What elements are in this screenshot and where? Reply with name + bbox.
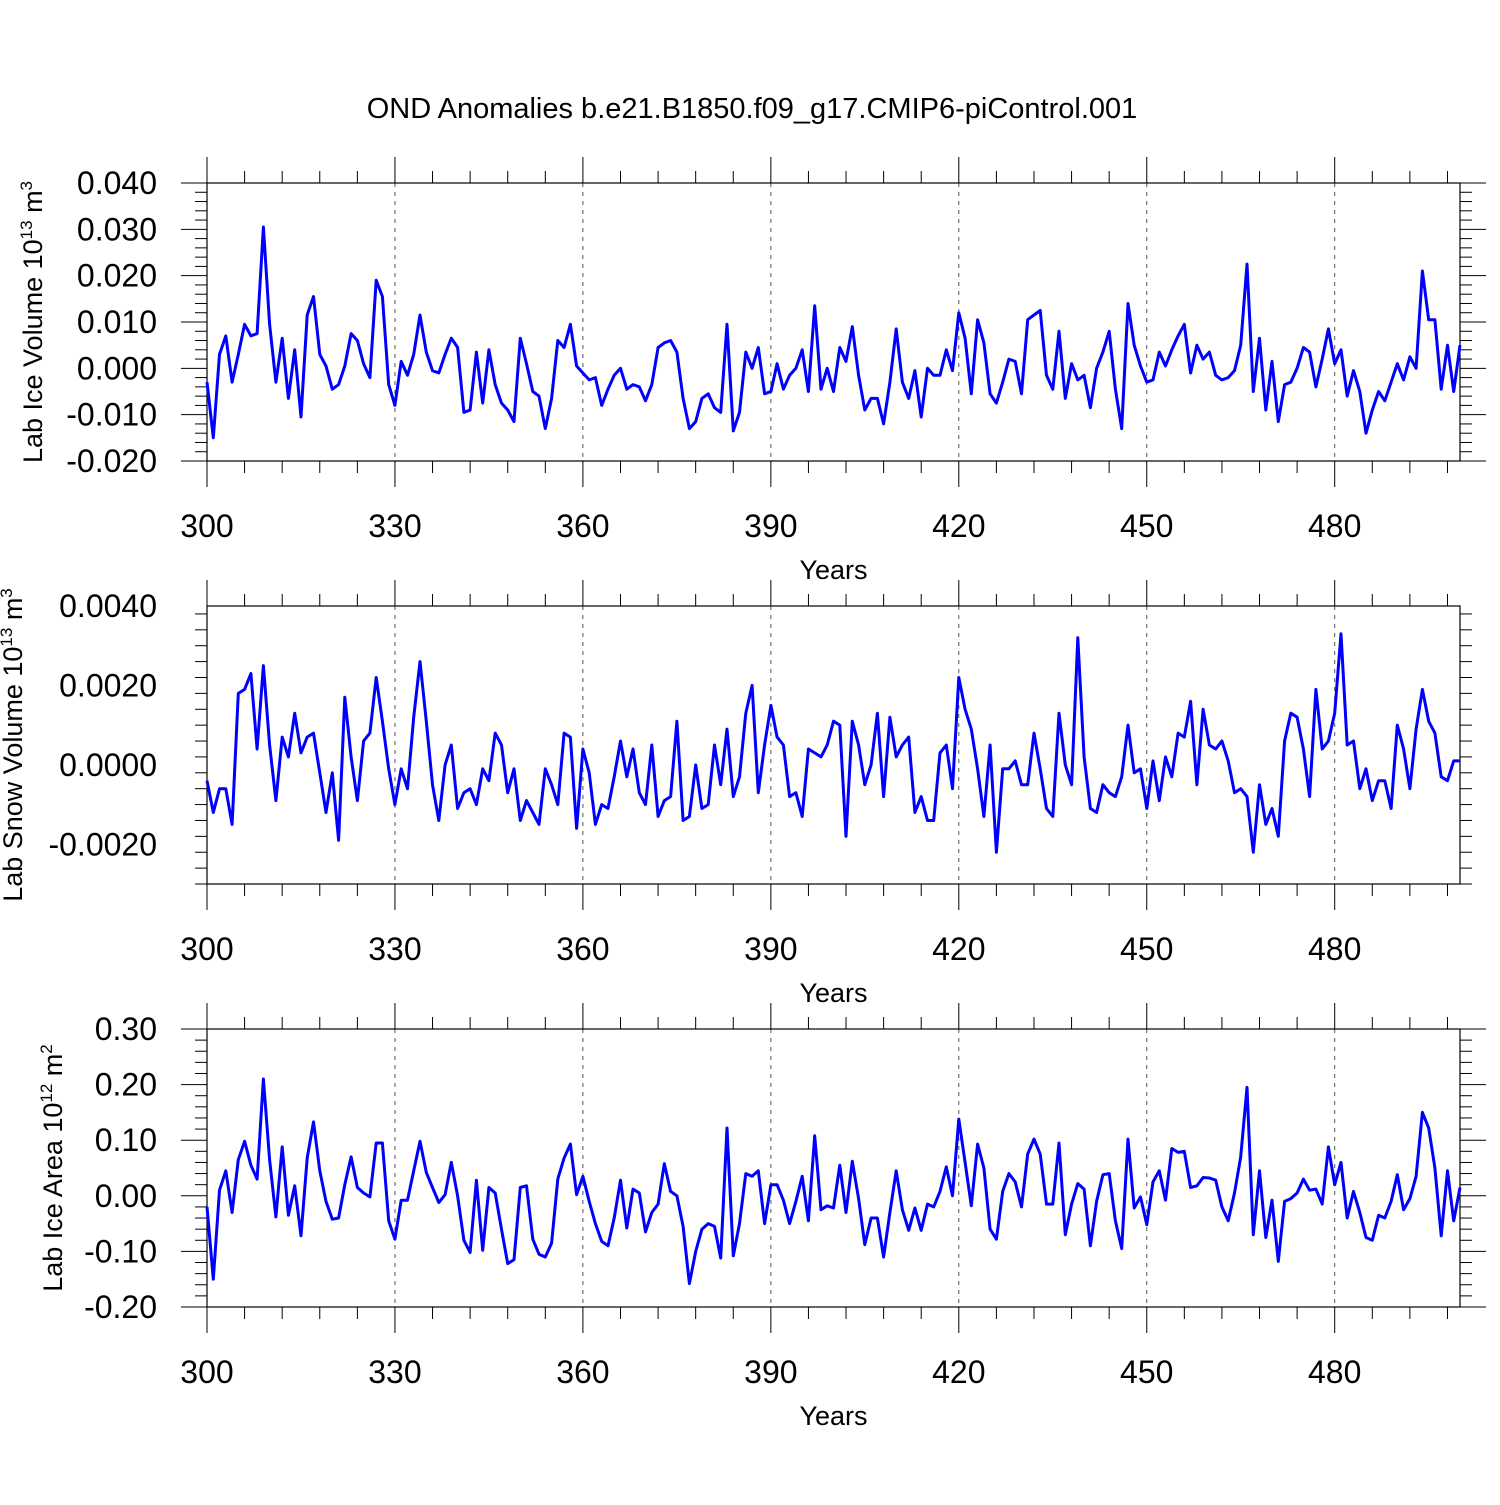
x-tick-label: 300 [180,1354,233,1390]
y-tick-label: 0.10 [95,1122,157,1158]
y-tick-label: 0.020 [77,258,157,294]
y-tick-label: 0.30 [95,1011,157,1047]
x-tick-label: 330 [368,1354,421,1390]
y-axis-label: Lab Ice Area 1012 m2 [37,1044,68,1292]
y-axis-label-superscript: 12 [37,1084,56,1103]
chart-panel-1: 300 330 360 390 420 450 480 Years -0.020 -0.010 0.… [17,157,1486,585]
y-axis-label: Lab Ice Volume 1013 m3 [17,181,48,463]
x-tick-label: 450 [1120,931,1173,967]
y-axis-label-superscript: 3 [17,181,36,190]
y-axis-label-part: m [18,190,48,220]
x-axis-label: Years [799,978,867,1008]
y-tick-label: -0.0020 [48,826,157,862]
y-tick-label: 0.00 [95,1178,157,1214]
y-axis-label-superscript: 3 [0,588,16,597]
x-tick-label: 390 [744,1354,797,1390]
x-tick-label: 480 [1308,508,1361,544]
y-tick-label: 0.0000 [59,747,157,783]
x-tick-label: 300 [180,931,233,967]
plot-frame [206,1028,1461,1308]
chart-panel-2: 300 330 360 390 420 450 480 Years -0.0020 0.0000 0… [0,580,1472,1008]
y-axis-label-part: Lab Ice Area 10 [38,1103,68,1292]
y-tick-label: -0.020 [66,443,157,479]
y-tick-label: 0.20 [95,1067,157,1103]
y-tick-label: -0.010 [66,397,157,433]
y-axis-label-superscript: 2 [37,1044,56,1053]
x-tick-label: 330 [368,931,421,967]
x-tick-label: 480 [1308,931,1361,967]
chart-panel-3: 300 330 360 390 420 450 480 Years -0.20 -0.10 0.00… [37,1003,1486,1431]
x-tick-label: 300 [180,508,233,544]
x-tick-label: 330 [368,508,421,544]
y-axis-label-superscript: 13 [17,220,36,239]
figure-title: OND Anomalies b.e21.B1850.f09_g17.CMIP6-… [367,93,1138,125]
y-axis-label: Lab Snow Volume 1013 m3 [0,588,28,902]
series-line [205,225,1462,440]
y-axis-label-part: Lab Ice Volume 10 [18,239,48,463]
y-tick-label: 0.0040 [59,588,157,624]
series-line [205,632,1460,854]
y-tick-label: -0.10 [84,1233,157,1269]
y-axis-label-part: m [0,598,28,628]
y-tick-label: 0.030 [77,211,157,247]
x-tick-label: 450 [1120,508,1173,544]
x-tick-label: 420 [932,931,985,967]
x-tick-label: 360 [556,931,609,967]
y-axis-label-superscript: 13 [0,628,16,647]
x-tick-label: 450 [1120,1354,1173,1390]
y-axis-label-part: Lab Snow Volume 10 [0,647,28,902]
y-tick-label: 0.0020 [59,667,157,703]
x-tick-label: 480 [1308,1354,1361,1390]
x-tick-label: 420 [932,508,985,544]
x-tick-label: 390 [744,508,797,544]
plot-frame [206,605,1461,885]
y-tick-label: -0.20 [84,1289,157,1325]
y-tick-label: 0.010 [77,304,157,340]
x-tick-label: 360 [556,1354,609,1390]
x-axis-label: Years [799,555,867,585]
series-line [205,1077,1462,1286]
y-tick-label: 0.000 [77,350,157,386]
x-tick-label: 420 [932,1354,985,1390]
x-tick-label: 390 [744,931,797,967]
x-axis-label: Years [799,1401,867,1431]
x-tick-label: 360 [556,508,609,544]
y-axis-label-part: m [38,1054,68,1084]
y-tick-label: 0.040 [77,165,157,201]
